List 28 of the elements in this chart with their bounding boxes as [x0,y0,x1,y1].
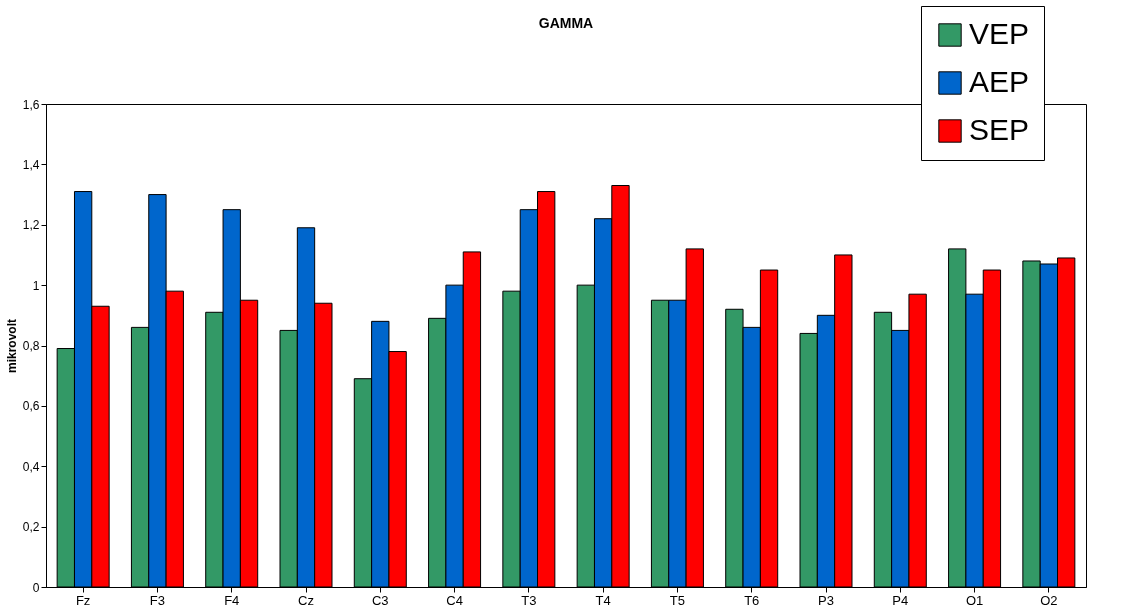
x-tick-label: T6 [744,592,760,608]
x-tick-label: O1 [965,592,984,608]
x-tick-label: T5 [669,592,686,608]
x-tick-label: F3 [149,592,166,608]
x-tick-label: F4 [224,592,240,608]
x-tick-label: T4 [595,592,611,608]
x-tick-label: O2 [1040,592,1058,608]
legend-label: AEP [969,65,1030,98]
x-tick-label: P3 [818,592,834,608]
legend-label: SEP [969,113,1030,146]
y-tick-label: 0 [32,580,40,595]
y-axis-title: mikrovolt [4,318,19,374]
chart-title: GAMMA [538,14,594,31]
x-tick-label: Fz [75,592,91,608]
y-tick-label: 0,6 [22,399,40,414]
y-tick-label: 1,2 [22,218,40,233]
y-tick-label: 0,2 [22,520,40,535]
x-tick-label: C4 [446,592,463,608]
y-tick-label: 1,4 [22,157,40,172]
y-tick-label: 1 [32,278,40,293]
x-tick-label: C3 [371,592,389,608]
x-tick-label: T3 [521,592,537,608]
x-tick-label: Cz [298,592,314,608]
y-tick-label: 0,4 [22,459,40,474]
legend-label: VEP [969,17,1030,50]
y-tick-label: 0,8 [22,339,40,353]
y-tick-label: 1,6 [22,97,40,112]
x-tick-label: P4 [892,592,909,608]
